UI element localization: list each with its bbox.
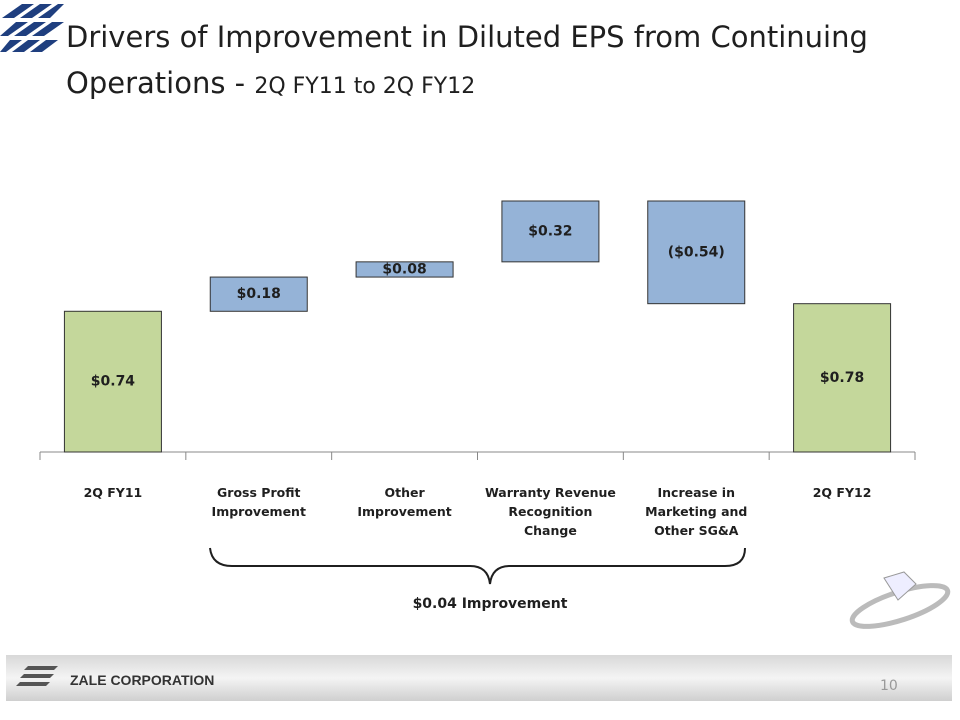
bar	[793, 303, 892, 453]
value-label: ($0.54)	[668, 244, 725, 260]
title: Drivers of Improvement in Diluted EPS fr…	[66, 14, 946, 110]
x-tick-label: 2Q FY12	[812, 485, 872, 500]
company-name: ZALE CORPORATION	[70, 672, 215, 688]
x-tick-label: Increase in Marketing and Other SG&A	[645, 485, 748, 538]
subtitle: 2Q FY11 to 2Q FY12	[254, 74, 476, 99]
title-main: Drivers of Improvement in Diluted EPS fr…	[66, 20, 868, 100]
bar	[501, 200, 600, 263]
ring	[849, 571, 951, 629]
footer-logo	[16, 666, 58, 686]
footer-bar	[6, 655, 952, 701]
value-label: $0.18	[237, 286, 281, 302]
bar	[355, 261, 454, 278]
x-tick-label: Gross Profit Improvement	[211, 485, 306, 519]
annotation: $0.04 Improvement	[413, 596, 568, 612]
x-tick-label: 2Q FY11	[83, 485, 143, 500]
x-tick-label: Warranty Revenue Recognition Change	[484, 485, 616, 538]
x-tick-label: Other Improvement	[357, 485, 452, 519]
bar	[647, 200, 746, 305]
value-label: $0.32	[528, 223, 572, 239]
value-label: $0.78	[820, 370, 864, 386]
bar	[209, 276, 308, 312]
value-label: $0.08	[382, 261, 426, 277]
bar	[63, 310, 162, 453]
page-number: 10	[880, 678, 898, 694]
logo	[0, 4, 64, 52]
brace	[209, 547, 746, 585]
value-label: $0.74	[91, 374, 136, 390]
